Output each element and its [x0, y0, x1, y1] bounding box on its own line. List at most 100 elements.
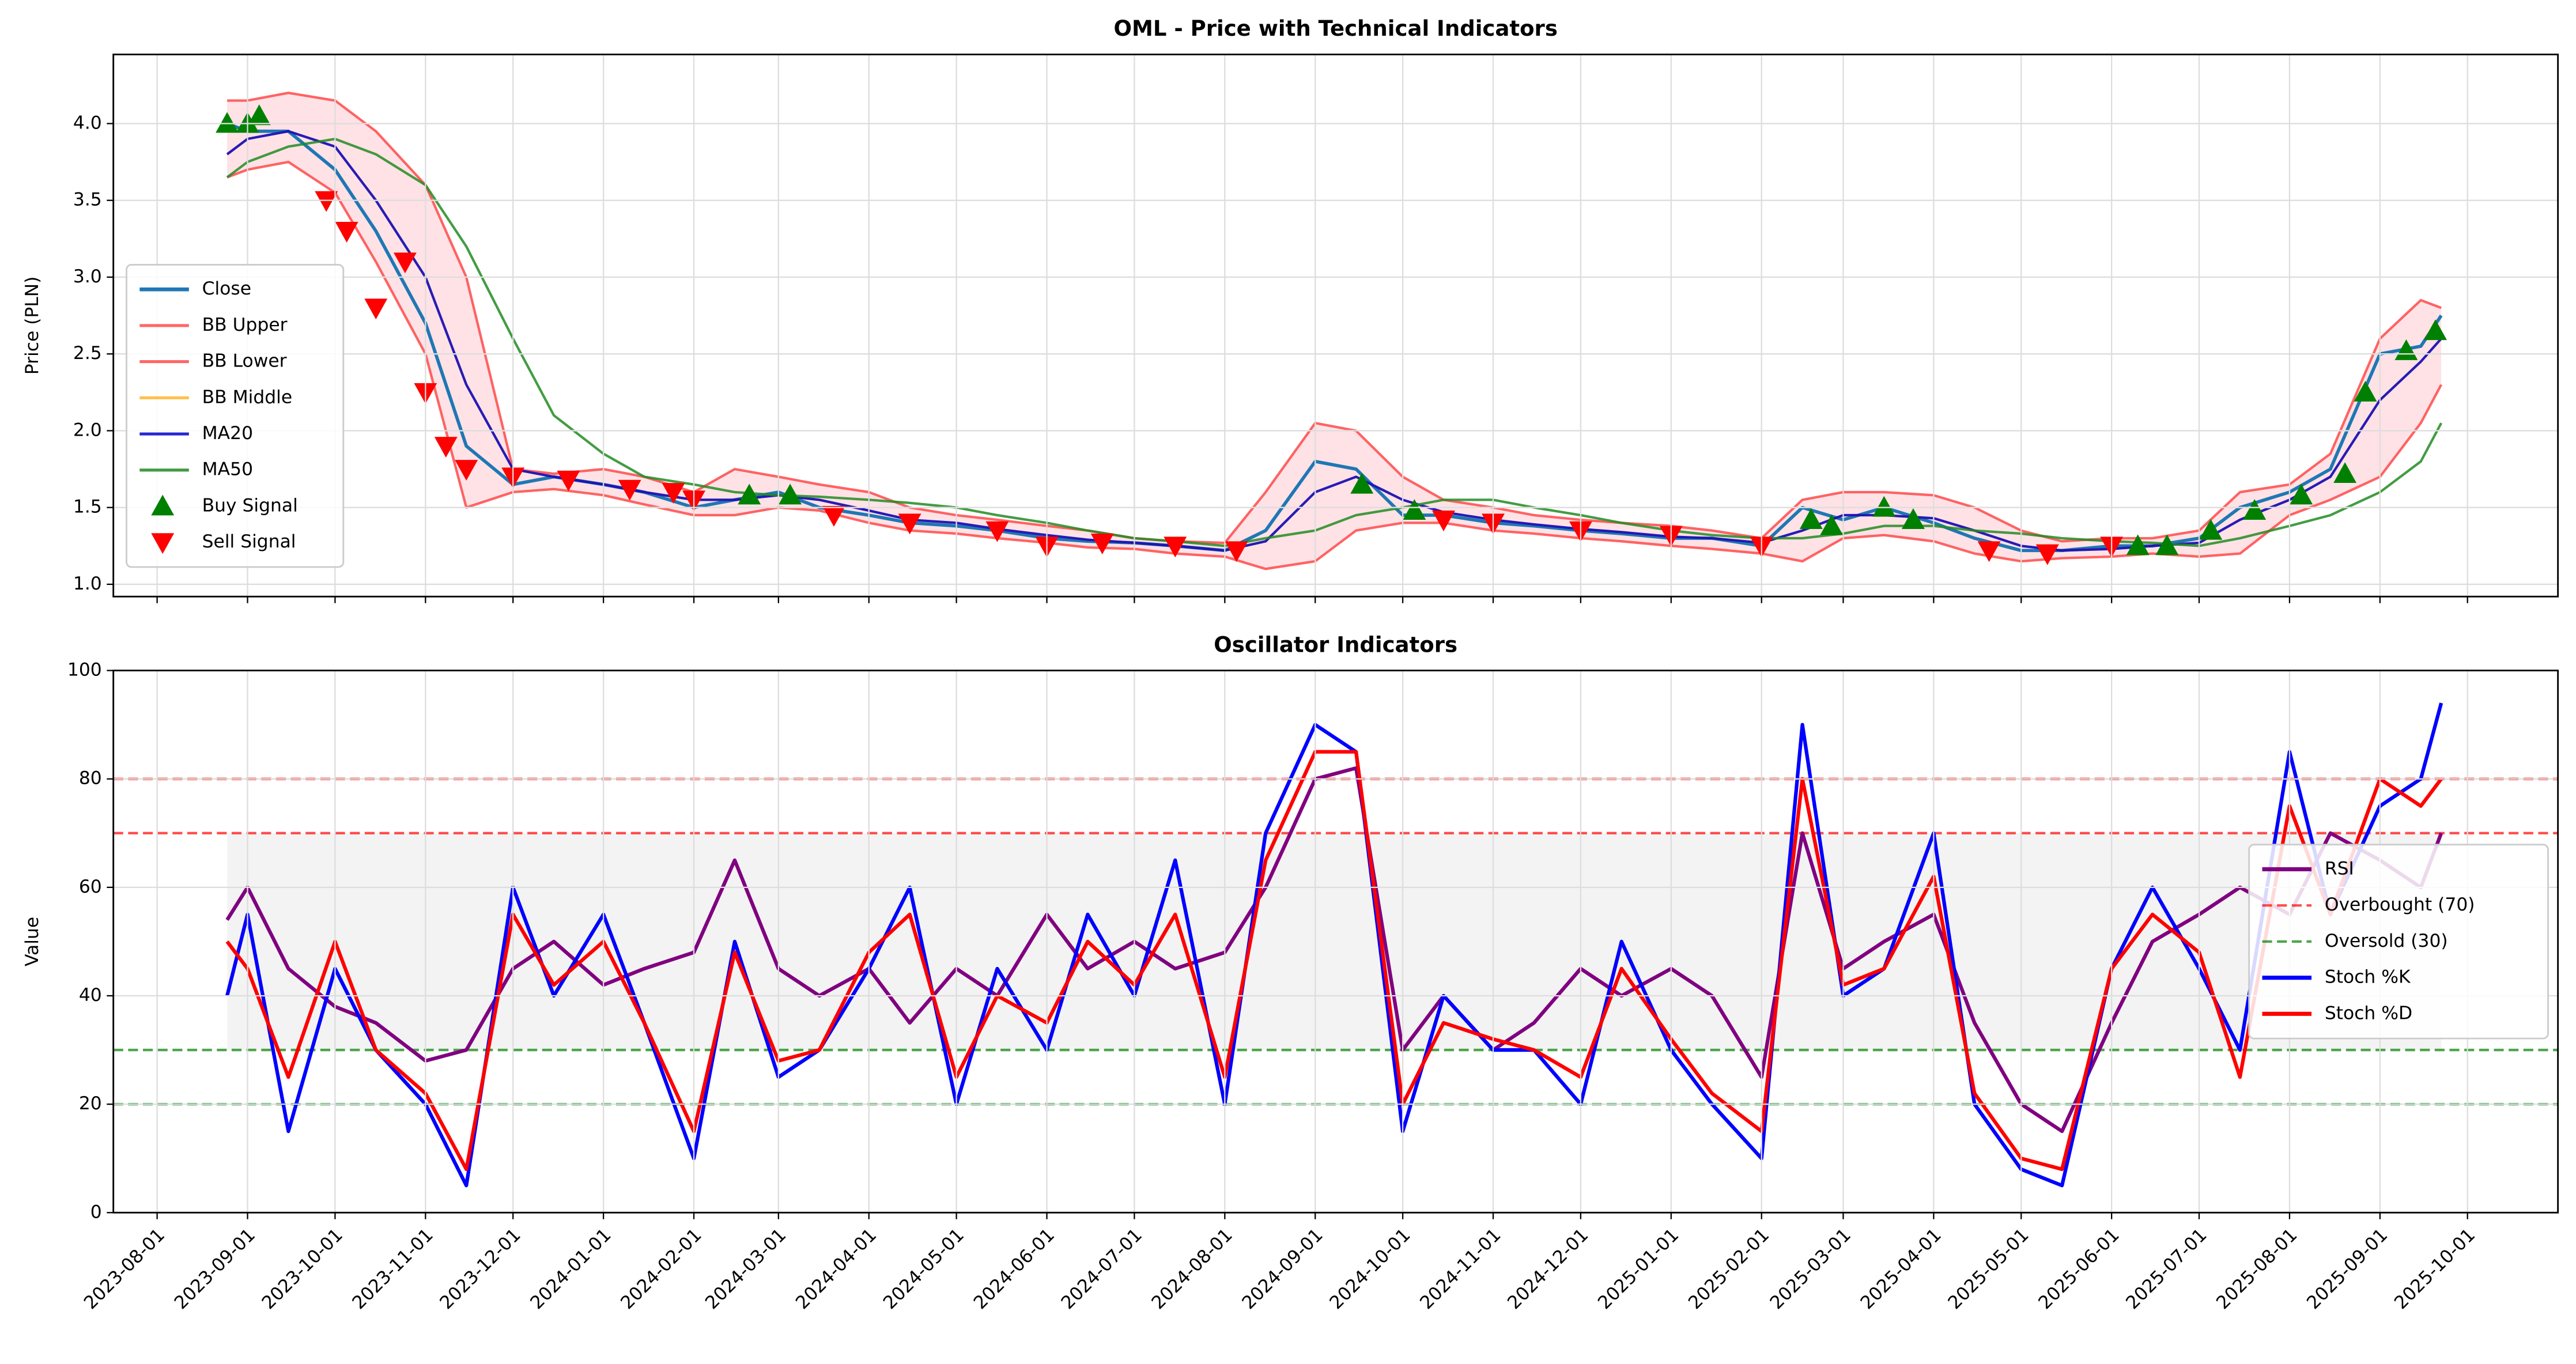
x-tick-label: 2024-10-01 — [1325, 1225, 1414, 1313]
series-line — [225, 702, 2443, 1188]
neutral-band — [227, 833, 2442, 1051]
x-tick-label: 2025-09-01 — [2303, 1225, 2392, 1313]
plot-frame — [112, 670, 2559, 1214]
signal-marker — [779, 483, 802, 505]
x-tick-label: 2025-06-01 — [2034, 1225, 2123, 1313]
signal-marker — [2354, 380, 2377, 402]
x-tick-label: 2023-10-01 — [258, 1225, 347, 1313]
x-tick-label: 2025-05-01 — [1944, 1225, 2033, 1313]
legend-label: MA50 — [202, 459, 253, 480]
x-tick-label: 2024-11-01 — [1416, 1225, 1505, 1313]
signal-marker — [2394, 339, 2418, 360]
legend-label: Close — [202, 278, 251, 299]
plot-area — [216, 91, 2447, 570]
x-tick-label: 2024-04-01 — [792, 1225, 881, 1313]
legend-label: Overbought (70) — [2325, 894, 2475, 915]
legend-label: Buy Signal — [202, 495, 298, 516]
y-tick-label: 2.5 — [73, 343, 102, 364]
signal-marker — [247, 104, 271, 126]
y-tick-label: 60 — [79, 876, 102, 897]
x-tick-label: 2024-07-01 — [1057, 1225, 1146, 1313]
y-tick-label: 40 — [79, 985, 102, 1006]
signal-marker — [1350, 473, 1374, 494]
signal-marker — [2243, 499, 2267, 520]
y-tick-label: 3.0 — [73, 266, 102, 287]
y-tick-label: 80 — [79, 768, 102, 789]
signal-marker — [315, 191, 338, 212]
signal-marker — [822, 506, 845, 527]
legend-label: BB Upper — [202, 315, 288, 335]
y-tick-label: 3.5 — [73, 190, 102, 210]
x-tick-label: 2024-01-01 — [526, 1225, 615, 1313]
legend-box — [2248, 844, 2549, 1040]
series-line — [226, 160, 2443, 570]
series-line — [225, 750, 2443, 1172]
signal-marker — [1225, 541, 1248, 562]
x-tick-label: 2025-10-01 — [2390, 1225, 2479, 1313]
y-tick-label: 2.0 — [73, 420, 102, 440]
signal-marker — [898, 513, 921, 535]
legend-label: Stoch %D — [2325, 1003, 2412, 1023]
signal-marker — [2035, 544, 2059, 565]
signal-marker — [1901, 508, 1925, 529]
signal-marker — [662, 483, 685, 504]
signal-marker — [455, 460, 478, 481]
x-tick-label: 2025-01-01 — [1594, 1225, 1683, 1313]
x-tick-label: 2025-07-01 — [2122, 1225, 2211, 1313]
legend-label: BB Middle — [202, 387, 293, 407]
y-tick-label: 20 — [79, 1093, 102, 1114]
x-tick-label: 2024-03-01 — [701, 1225, 790, 1313]
x-tick-label: 2024-06-01 — [970, 1225, 1059, 1313]
y-tick-label: 1.0 — [73, 573, 102, 594]
y-tick-label: 0 — [90, 1201, 102, 1222]
x-tick-label: 2024-02-01 — [617, 1225, 705, 1313]
signal-marker — [738, 483, 761, 505]
signal-marker — [1432, 511, 1455, 531]
signal-marker — [393, 252, 417, 274]
signal-marker — [364, 299, 388, 320]
y-tick-label: 4.0 — [73, 112, 102, 133]
signal-marker — [985, 521, 1009, 542]
plot-area — [113, 702, 2558, 1188]
signal-marker — [1799, 508, 1823, 529]
legend-label: RSI — [2325, 858, 2354, 879]
x-tick-label: 2023-08-01 — [80, 1225, 169, 1313]
series-line — [226, 137, 2443, 547]
signal-marker — [216, 112, 239, 133]
x-tick-label: 2025-02-01 — [1684, 1225, 1773, 1313]
signal-marker — [1977, 541, 2001, 562]
x-tick-label: 2024-09-01 — [1238, 1225, 1327, 1313]
signal-marker — [618, 479, 641, 501]
signal-marker — [2126, 534, 2150, 556]
y-axis-label: Value — [22, 917, 43, 966]
y-tick-label: 1.5 — [73, 497, 102, 517]
legend-swatch — [151, 494, 175, 516]
x-tick-label: 2023-09-01 — [171, 1225, 259, 1313]
chart-title: OML - Price with Technical Indicators — [1113, 16, 1557, 41]
signal-marker — [557, 470, 580, 492]
legend-label: BB Lower — [202, 351, 287, 372]
x-tick-label: 2024-08-01 — [1148, 1225, 1237, 1313]
legend-label: Sell Signal — [202, 531, 296, 552]
legend-label: Stoch %K — [2325, 967, 2411, 988]
legend-label: Oversold (30) — [2325, 931, 2448, 951]
plot-frame — [112, 54, 2559, 598]
signal-marker — [2424, 319, 2447, 341]
x-tick-label: 2025-04-01 — [1857, 1225, 1946, 1313]
signal-marker — [434, 437, 458, 458]
x-tick-label: 2025-08-01 — [2212, 1225, 2301, 1313]
signal-marker — [1164, 536, 1187, 558]
series-line — [226, 130, 2442, 552]
signal-marker — [1872, 496, 1896, 517]
y-tick-label: 100 — [67, 660, 102, 681]
legend-label: MA20 — [202, 423, 253, 444]
x-tick-label: 2023-12-01 — [436, 1225, 525, 1313]
legend-swatch — [151, 533, 175, 554]
signal-marker — [2155, 534, 2179, 556]
signal-marker — [335, 222, 358, 243]
signal-marker — [1403, 499, 1426, 520]
legend-box — [126, 263, 345, 568]
x-tick-label: 2024-12-01 — [1504, 1225, 1592, 1313]
